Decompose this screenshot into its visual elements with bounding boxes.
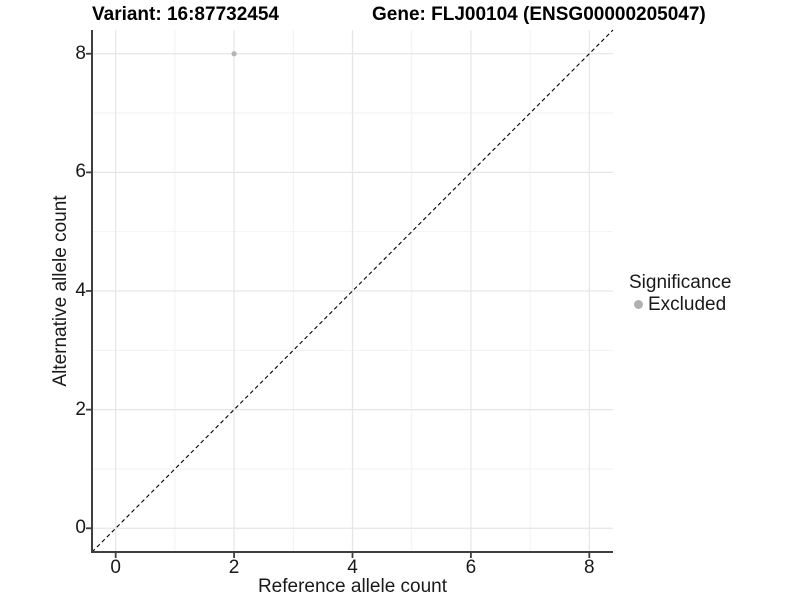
legend: Significance Excluded [629, 272, 731, 315]
y-tick-label: 2 [75, 398, 86, 420]
y-tick-label: 0 [75, 517, 86, 539]
legend-title: Significance [629, 272, 732, 293]
x-axis-label: Reference allele count [257, 576, 448, 597]
plot-title-gene: Gene: FLJ00104 (ENSG00000205047) [372, 4, 706, 25]
identity-line [91, 29, 614, 553]
y-tick-label: 8 [75, 42, 86, 64]
y-tick-label: 4 [75, 280, 86, 301]
legend-entry-label: Excluded [648, 293, 727, 315]
data-point [231, 51, 237, 57]
legend-point-icon [634, 300, 643, 309]
plot-title-variant: Variant: 16:87732454 [92, 4, 279, 25]
legend-entry: Excluded [629, 294, 731, 315]
y-tick-label: 6 [75, 161, 86, 183]
x-tick-label: 4 [347, 557, 358, 578]
x-tick-label: 0 [110, 557, 121, 578]
x-tick-label: 8 [584, 557, 595, 578]
x-tick-label: 6 [465, 557, 477, 578]
x-tick-label: 2 [228, 557, 240, 578]
